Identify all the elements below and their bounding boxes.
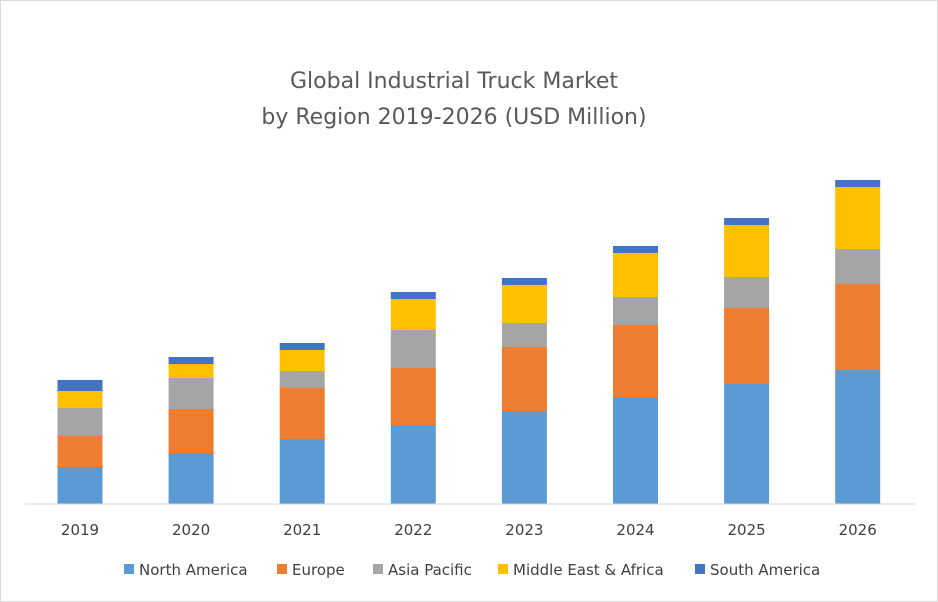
x-tick-label: 2023 <box>505 521 543 539</box>
bar-segment-2022-south-america <box>390 292 436 299</box>
bar-segment-2026-asia-pacific <box>835 249 881 284</box>
bar-segment-2025-north-america <box>724 384 770 504</box>
bar-segment-2022-middle-east-africa <box>390 299 436 330</box>
bar-segment-2020-north-america <box>168 453 214 504</box>
legend-swatch <box>277 564 287 574</box>
bar-segment-2021-north-america <box>279 439 325 504</box>
x-tick-label: 2021 <box>283 521 321 539</box>
bar-segment-2024-europe <box>613 325 658 398</box>
bar-segment-2023-middle-east-africa <box>501 285 547 323</box>
bar-segment-2019-asia-pacific <box>57 408 103 436</box>
bar-segment-2024-asia-pacific <box>613 297 658 325</box>
bar-segment-2023-europe <box>501 347 547 411</box>
legend-label: South America <box>710 561 820 579</box>
legend-swatch <box>124 564 134 574</box>
legend-label: North America <box>139 561 248 579</box>
bar-segment-2026-north-america <box>835 370 881 504</box>
bar-segment-2019-europe <box>57 436 103 467</box>
chart-title: Global Industrial Truck Market <box>290 69 618 94</box>
bar-segment-2024-north-america <box>613 398 658 504</box>
bar-segment-2022-europe <box>390 368 436 425</box>
legend-swatch <box>373 564 383 574</box>
bar-segment-2021-europe <box>279 388 325 439</box>
bar-segment-2025-middle-east-africa <box>724 225 770 277</box>
bar-segment-2022-north-america <box>390 425 436 504</box>
bar-segment-2020-middle-east-africa <box>168 364 214 378</box>
bar-segment-2026-middle-east-africa <box>835 187 881 249</box>
chart-subtitle: by Region 2019-2026 (USD Million) <box>261 105 646 130</box>
legend-swatch <box>695 564 705 574</box>
bar-segment-2024-middle-east-africa <box>613 253 658 297</box>
bar-segment-2023-north-america <box>501 411 547 504</box>
bar-segment-2025-south-america <box>724 218 770 225</box>
bar-segment-2026-europe <box>835 284 881 370</box>
bar-segment-2021-south-america <box>279 343 325 350</box>
bar-segment-2019-middle-east-africa <box>57 391 103 408</box>
bar-segment-2024-south-america <box>613 246 658 253</box>
bar-segment-2020-asia-pacific <box>168 378 214 409</box>
bar-segment-2025-asia-pacific <box>724 277 770 308</box>
bar-segment-2023-asia-pacific <box>501 323 547 347</box>
bar-segment-2025-europe <box>724 308 770 384</box>
bar-segment-2019-north-america <box>57 467 103 504</box>
legend-label: Asia Pacific <box>388 561 472 579</box>
legend-label: Middle East & Africa <box>513 561 664 579</box>
x-tick-label: 2019 <box>61 521 99 539</box>
bar-segment-2020-europe <box>168 409 214 453</box>
bar-segment-2019-south-america <box>57 380 103 391</box>
legend: North America Europe Asia Pacific Middle Ea… <box>124 561 820 579</box>
bar-segment-2020-south-america <box>168 357 214 364</box>
x-tick-label: 2026 <box>839 521 877 539</box>
bar-segment-2026-south-america <box>835 180 881 187</box>
legend-label: Europe <box>292 561 345 579</box>
bar-segment-2021-asia-pacific <box>279 371 325 388</box>
bar-segment-2022-asia-pacific <box>390 330 436 368</box>
x-tick-label: 2022 <box>394 521 432 539</box>
x-tick-label: 2024 <box>616 521 654 539</box>
x-tick-label: 2025 <box>728 521 766 539</box>
legend-swatch <box>498 564 508 574</box>
bars-group <box>57 180 881 504</box>
x-tick-label: 2020 <box>172 521 210 539</box>
bar-segment-2023-south-america <box>501 278 547 285</box>
x-tick-labels: 2019 2020 2021 2022 2023 2024 2025 2026 <box>61 521 877 539</box>
bar-segment-2021-middle-east-africa <box>279 350 325 371</box>
